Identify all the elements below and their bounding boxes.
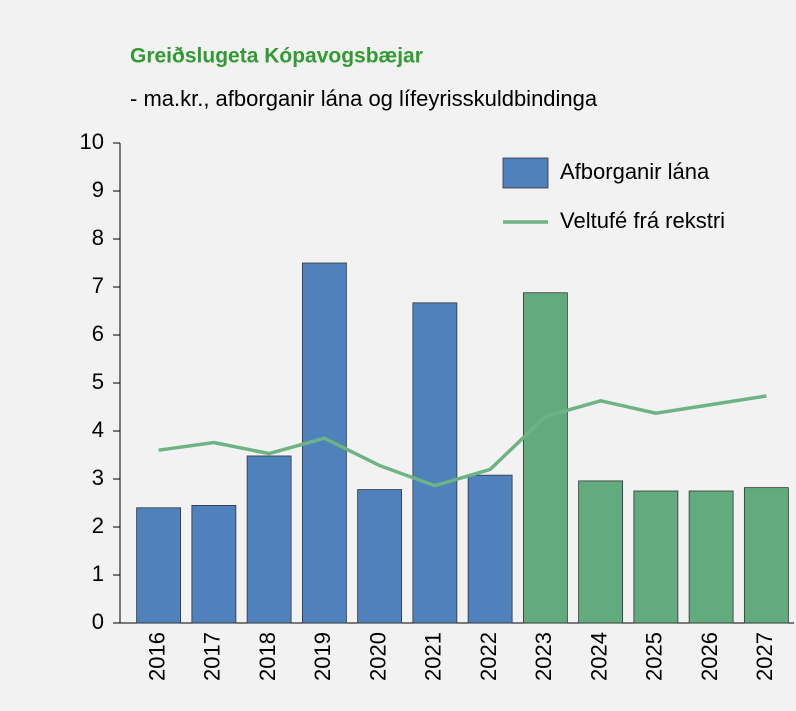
x-tick-label: 2027	[752, 632, 777, 681]
bar	[688, 490, 734, 624]
bar	[743, 487, 789, 624]
bar	[578, 480, 624, 624]
x-tick-label: 2020	[365, 632, 390, 681]
chart-subtitle: - ma.kr., afborganir lána og lífeyrissku…	[130, 86, 598, 111]
x-tick-label: 2018	[255, 632, 280, 681]
y-tick-label: 5	[92, 369, 104, 394]
y-tick-label: 0	[92, 609, 104, 634]
chart-title: Greiðslugeta Kópavogsbæjar	[130, 45, 423, 68]
bar	[467, 474, 513, 624]
x-tick-label: 2016	[144, 632, 169, 681]
legend-label: Veltufé frá rekstri	[560, 208, 725, 233]
y-tick-label: 1	[92, 561, 104, 586]
y-tick-label: 10	[80, 129, 104, 154]
legend-label: Afborganir lána	[560, 159, 710, 184]
y-tick-label: 2	[92, 513, 104, 538]
x-tick-label: 2021	[421, 632, 446, 681]
x-tick-label: 2024	[586, 632, 611, 681]
y-tick-label: 3	[92, 465, 104, 490]
y-tick-label: 9	[92, 177, 104, 202]
bar	[522, 292, 568, 624]
x-tick-label: 2017	[200, 632, 225, 681]
x-tick-label: 2019	[310, 632, 335, 681]
y-tick-label: 7	[92, 273, 104, 298]
bar	[246, 455, 292, 624]
x-tick-label: 2023	[531, 632, 556, 681]
x-tick-label: 2026	[697, 632, 722, 681]
bar	[412, 302, 458, 624]
bar	[633, 490, 679, 624]
y-tick-label: 6	[92, 321, 104, 346]
bar	[357, 489, 403, 624]
line	[158, 394, 767, 488]
legend-swatch	[502, 157, 549, 189]
y-tick-label: 8	[92, 225, 104, 250]
x-tick-label: 2022	[476, 632, 501, 681]
bar	[136, 507, 182, 624]
bar	[191, 504, 237, 624]
x-tick-label: 2025	[642, 632, 667, 681]
y-tick-label: 4	[92, 417, 104, 442]
